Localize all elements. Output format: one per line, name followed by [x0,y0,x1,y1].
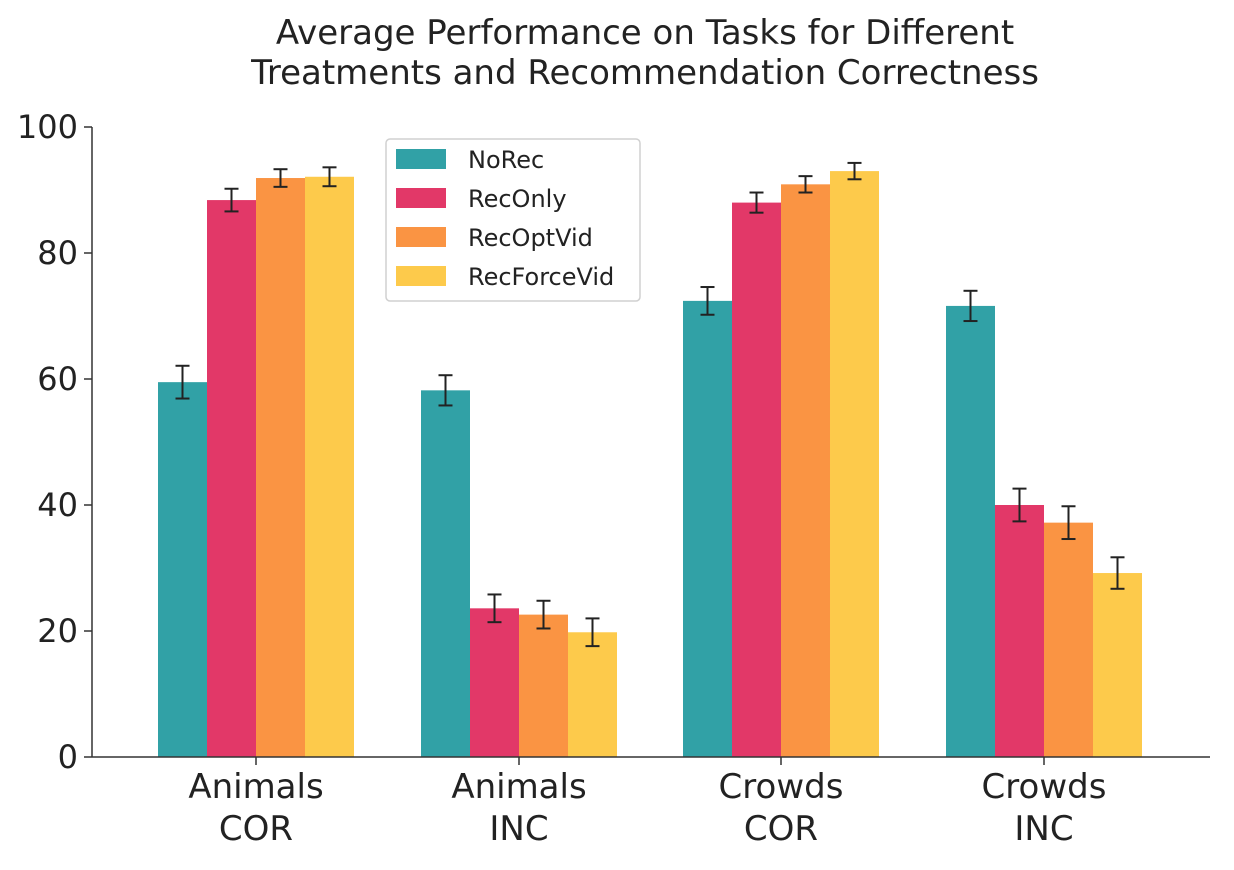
chart-title-line-2: Treatments and Recommendation Correctnes… [251,53,1039,93]
bar-norec-animals-cor [158,382,207,757]
x-tick-label-line-1: Crowds [982,767,1107,807]
legend-label-reconly: RecOnly [468,185,567,213]
x-tick-label-line-2: INC [489,809,548,849]
bar-norec-animals-inc [421,390,470,757]
legend-swatch-recoptvid [396,227,446,247]
bar-recoptvid-animals-inc [519,614,568,757]
chart-title-line-1: Average Performance on Tasks for Differe… [275,13,1015,53]
x-tick-label-line-1: Animals [451,767,586,807]
legend-label-norec: NoRec [468,146,544,174]
bar-recforcevid-crowds-cor [830,171,879,758]
legend-box [385,138,641,302]
bar-norec-crowds-inc [946,305,995,757]
bar-reconly-crowds-cor [732,202,781,758]
y-tick-label: 0 [58,738,78,776]
bar-recforcevid-animals-inc [568,632,617,757]
legend-swatch-reconly [396,188,446,208]
x-tick-label-line-1: Animals [188,767,323,807]
y-tick-label: 60 [37,360,78,398]
bar-norec-crowds-cor [683,300,732,757]
bar-recoptvid-crowds-inc [1044,522,1093,757]
legend-swatch-norec [396,149,446,169]
legend-swatch-recforcevid [396,266,446,286]
legend-label-recforcevid: RecForceVid [468,263,614,291]
bar-recoptvid-animals-cor [256,178,305,757]
bar-recoptvid-crowds-cor [781,184,830,757]
y-tick-label: 20 [37,612,78,650]
bar-reconly-crowds-inc [995,505,1044,757]
x-tick-label-line-1: Crowds [719,767,844,807]
y-tick-label: 40 [37,486,78,524]
y-tick-label: 80 [37,234,78,272]
bar-recforcevid-animals-cor [305,176,354,757]
x-tick-label-line-2: COR [744,809,818,849]
bar-recforcevid-crowds-inc [1093,573,1142,757]
legend-label-recoptvid: RecOptVid [468,224,593,252]
x-tick-label-line-2: COR [219,809,293,849]
bar-reconly-animals-inc [470,608,519,757]
x-tick-label-line-2: INC [1014,809,1073,849]
y-tick-label: 100 [17,108,78,146]
bar-reconly-animals-cor [207,200,256,757]
